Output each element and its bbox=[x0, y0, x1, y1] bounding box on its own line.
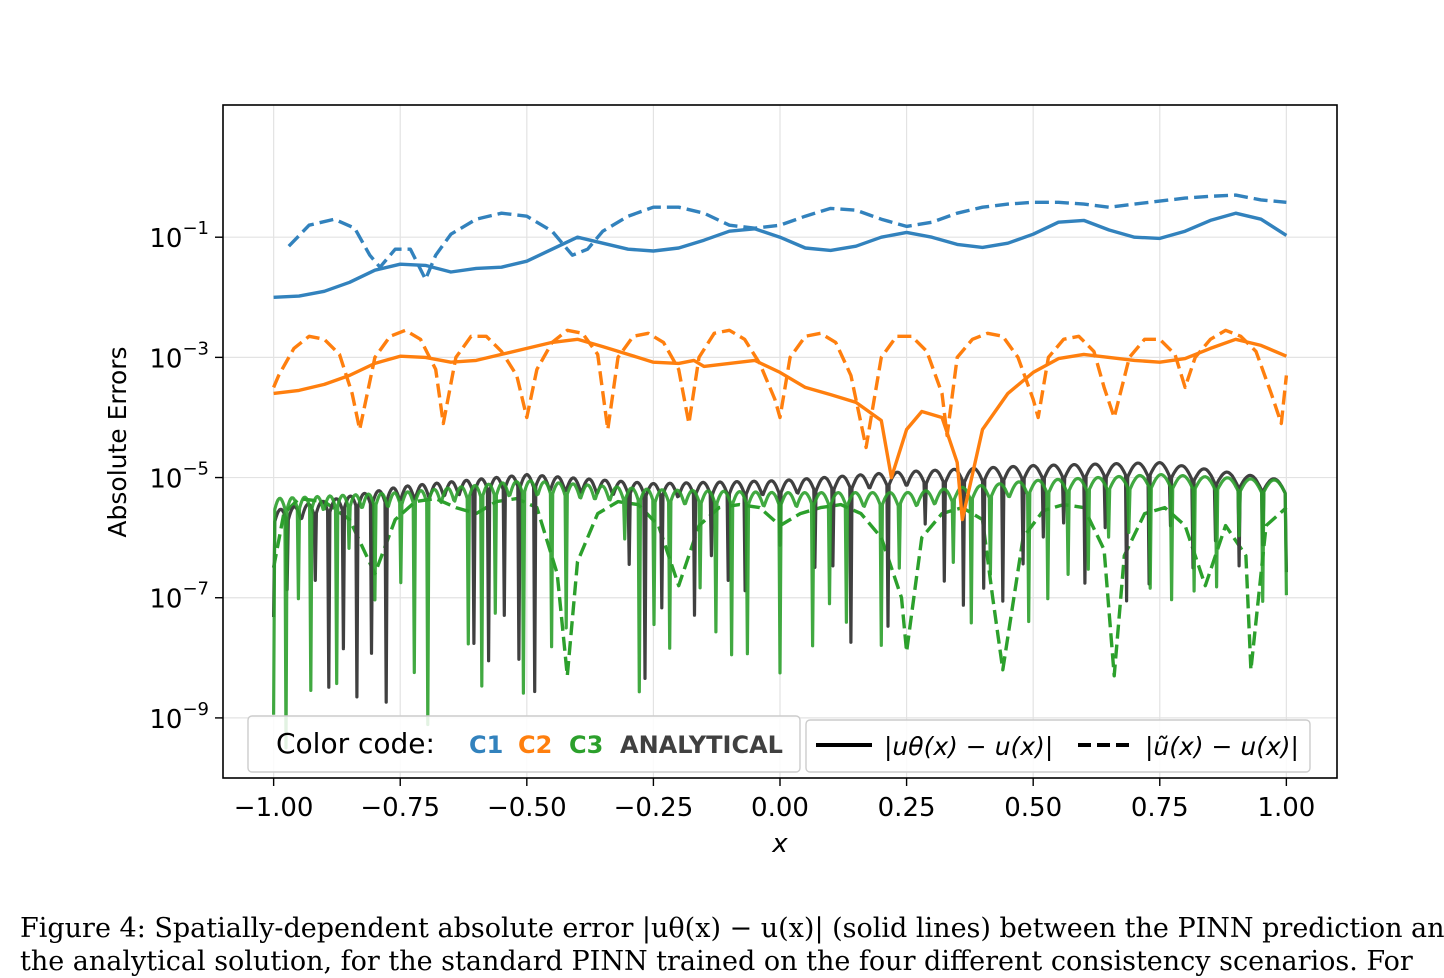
series-c3-dashed bbox=[271, 496, 1288, 678]
y-tick-label: 10−1 bbox=[149, 218, 209, 254]
series-layer bbox=[271, 193, 1289, 750]
y-tick-label: 10−7 bbox=[149, 579, 209, 615]
figure-caption: Figure 4: Spatially-dependent absolute e… bbox=[20, 912, 1444, 978]
x-tick-label: −0.75 bbox=[360, 793, 440, 823]
x-tick-label: −0.25 bbox=[614, 793, 694, 823]
legend-dashed-label: |ũ(x) − u(x)| bbox=[1145, 732, 1299, 761]
x-tick-label: 0.75 bbox=[1131, 793, 1189, 823]
legend-color-title: Color code: bbox=[276, 727, 435, 760]
caption-line-2: the analytical solution, for the standar… bbox=[20, 946, 1413, 977]
y-tick-label: 10−9 bbox=[149, 699, 209, 735]
x-tick-label: 0.50 bbox=[1004, 793, 1062, 823]
legend-color-code-box bbox=[247, 715, 801, 773]
absolute-errors-chart: −1.00 −0.75 −0.50 −0.25 0.00 0.25 0.50 0.75 1.00… bbox=[103, 104, 1338, 859]
series-c2-dashed bbox=[272, 328, 1289, 450]
legend-line-styles: |uθ(x) − u(x)| |ũ(x) − u(x)| bbox=[805, 719, 1311, 773]
legend-color-c1: C1 bbox=[469, 731, 503, 759]
y-axis-label: Absolute Errors bbox=[103, 346, 132, 537]
series-c1-solid bbox=[273, 211, 1288, 299]
legend-color-code: Color code: C1 C2 C3 ANALYTICAL bbox=[247, 715, 801, 773]
series-c1-dashed bbox=[287, 193, 1287, 281]
legend-color-c2: C2 bbox=[518, 731, 552, 759]
x-tick-label: 0.25 bbox=[878, 793, 936, 823]
x-tick-label: 0.00 bbox=[751, 793, 809, 823]
legend-line-styles-box bbox=[805, 719, 1311, 773]
x-tick-label: −0.50 bbox=[487, 793, 567, 823]
series-c3-solid bbox=[272, 473, 1288, 750]
caption-line-1: Figure 4: Spatially-dependent absolute e… bbox=[20, 913, 1444, 944]
legend-color-analytical: ANALYTICAL bbox=[620, 731, 783, 759]
y-tick-label: 10−5 bbox=[149, 459, 209, 495]
series-c2-solid bbox=[273, 337, 1288, 522]
legend-color-c3: C3 bbox=[569, 731, 603, 759]
y-tick-label: 10−3 bbox=[149, 338, 209, 374]
grid bbox=[223, 105, 1337, 778]
x-tick-label: 1.00 bbox=[1257, 793, 1315, 823]
legend-solid-label: |uθ(x) − u(x)| bbox=[884, 732, 1053, 761]
x-axis-label: x bbox=[771, 829, 788, 859]
x-axis-ticks: −1.00 −0.75 −0.50 −0.25 0.00 0.25 0.50 0.75 1.00 bbox=[234, 778, 1315, 823]
x-tick-label: −1.00 bbox=[234, 793, 314, 823]
y-axis-ticks: 10−1 10−3 10−5 10−7 10−9 bbox=[149, 218, 223, 735]
